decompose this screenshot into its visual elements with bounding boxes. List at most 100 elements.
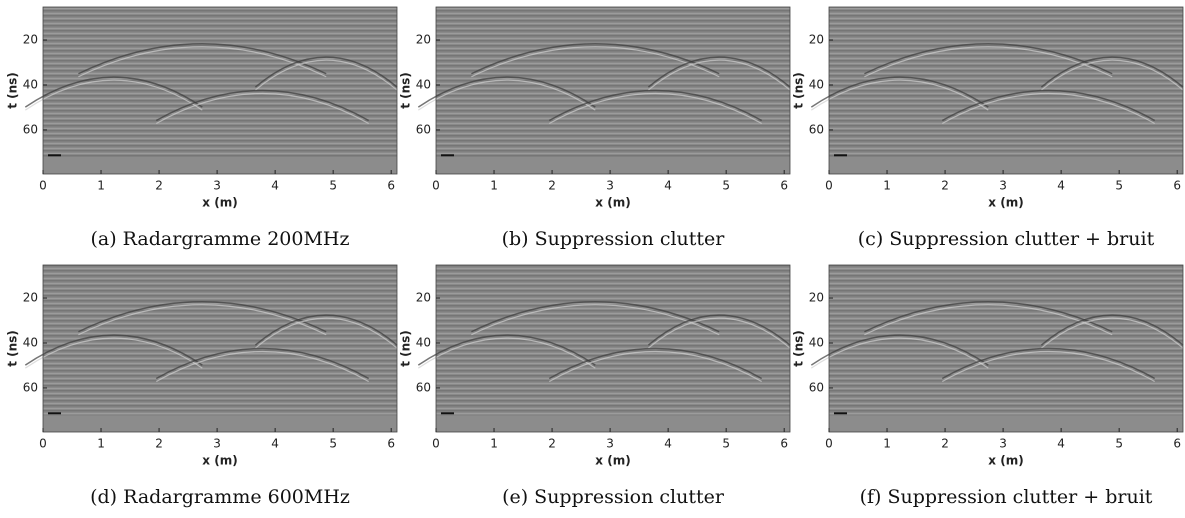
reflection [548,92,762,125]
x-tick-label: 5 [1115,179,1123,193]
reflection [24,76,203,108]
reflection [24,334,203,366]
reflection [471,43,720,75]
reflection [941,92,1155,125]
reflection [155,347,370,380]
y-tick-label: 20 [809,33,824,47]
radargram [436,7,790,174]
x-axis-label: x (m) [595,196,630,210]
x-tick-label: 4 [1057,179,1065,193]
x-axis-label: x (m) [595,454,630,468]
reflection [417,76,596,108]
y-axis-label: t (ns) [792,72,806,109]
y-axis-label: t (ns) [6,330,20,367]
reflection [864,301,1113,333]
padding-band [829,157,1183,174]
reflection [1040,314,1184,346]
panel: 0 1 2 3 4 5 6 20 40 60 x (m) t (ns) (a) Radargramme … [6,6,398,250]
reflection [78,301,327,333]
y-tick-label: 60 [23,122,38,136]
reflection [1040,56,1184,88]
plot-frame [42,264,398,433]
panel: 0 1 2 3 4 5 6 20 40 60 x (m) t (ns) (e) Suppression … [399,264,791,508]
x-tick-label: 3 [999,437,1007,451]
x-tick-label: 0 [39,179,47,193]
y-tick-label: 60 [809,122,824,136]
y-tick-label: 20 [23,33,38,47]
x-tick-label: 6 [780,437,788,451]
y-tick-label: 60 [809,380,824,394]
reflection [155,92,369,125]
reflection [647,314,791,346]
x-tick-label: 0 [825,179,833,193]
reflection [548,350,762,383]
x-axis-label: x (m) [988,196,1023,210]
reflection [254,56,398,88]
x-tick-label: 1 [883,437,891,451]
y-tick-label: 40 [416,77,431,91]
reflection [941,89,1156,122]
x-tick-label: 4 [664,437,672,451]
x-tick-label: 1 [490,179,498,193]
y-axis-label: t (ns) [399,330,413,367]
x-tick-label: 6 [387,179,395,193]
radargram [829,7,1183,174]
reflection [548,89,763,122]
x-tick-label: 1 [97,179,105,193]
reflection [810,79,989,111]
reflection [941,350,1155,383]
x-tick-label: 4 [271,179,279,193]
caption: (b) Suppression clutter [502,228,726,250]
plot-frame [42,6,398,175]
plot-frame [828,264,1184,433]
y-axis-label: t (ns) [6,72,20,109]
reflection [155,350,369,383]
y-tick-label: 20 [23,291,38,305]
reflection [548,347,763,380]
reflection [24,337,203,369]
caption: (f) Suppression clutter + bruit [860,486,1153,508]
x-tick-label: 2 [941,437,949,451]
reflection [810,76,989,108]
reflection [24,79,203,111]
y-tick-label: 40 [809,77,824,91]
caption: (e) Suppression clutter [502,486,725,508]
x-tick-label: 1 [97,437,105,451]
x-tick-label: 2 [155,437,163,451]
y-axis-label: t (ns) [792,330,806,367]
reflection [648,317,791,349]
caption: (d) Radargramme 600MHz [90,486,350,508]
reflection [471,301,720,333]
x-tick-label: 3 [999,179,1007,193]
y-tick-label: 40 [23,335,38,349]
x-axis-label: x (m) [202,454,237,468]
padding-band [43,415,397,432]
padding-band [436,415,790,432]
reflection [1041,59,1184,91]
y-tick-label: 60 [416,380,431,394]
x-axis-label: x (m) [202,196,237,210]
caption: (c) Suppression clutter + bruit [858,228,1155,250]
x-tick-label: 6 [1173,437,1181,451]
reflection [255,317,398,349]
radargram [829,265,1183,432]
reflection [810,334,989,366]
x-tick-label: 6 [387,437,395,451]
reflection [78,43,327,75]
reflection [155,89,370,122]
x-tick-label: 0 [432,179,440,193]
y-tick-label: 40 [416,335,431,349]
x-axis-label: x (m) [988,454,1023,468]
x-tick-label: 3 [213,437,221,451]
reflection [255,59,398,91]
plot-frame [435,6,791,175]
x-tick-label: 1 [883,179,891,193]
x-tick-label: 5 [329,179,337,193]
radargram [436,265,790,432]
x-tick-label: 4 [271,437,279,451]
x-tick-label: 0 [432,437,440,451]
reflection [810,337,989,369]
y-tick-label: 20 [416,33,431,47]
x-tick-label: 3 [213,179,221,193]
